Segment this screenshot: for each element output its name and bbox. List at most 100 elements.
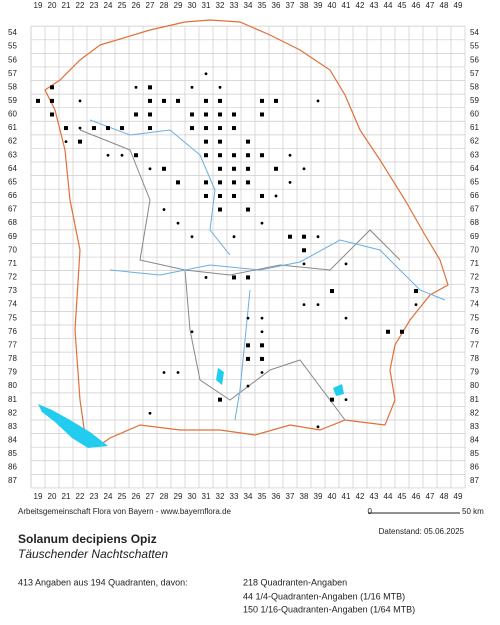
column-label: 42 xyxy=(356,1,365,10)
row-label: 80 xyxy=(8,381,17,390)
quadrant-record xyxy=(246,356,250,361)
subquadrant-record xyxy=(64,140,68,144)
row-label: 70 xyxy=(470,245,479,254)
subquadrant-record xyxy=(274,194,278,198)
quadrant-record xyxy=(204,112,208,117)
quadrant-record xyxy=(260,98,264,103)
column-label: 29 xyxy=(174,1,183,10)
column-label: 31 xyxy=(202,492,211,501)
row-label: 67 xyxy=(470,205,479,214)
row-label: 74 xyxy=(8,300,17,309)
row-label: 64 xyxy=(470,164,479,173)
row-label: 62 xyxy=(8,137,17,146)
quadrant-record xyxy=(232,180,236,185)
quadrant-record xyxy=(190,112,194,117)
subquadrant-record xyxy=(204,276,208,279)
column-label: 30 xyxy=(188,492,197,501)
footer: Arbeitsgemeinschaft Flora von Bayern - w… xyxy=(18,507,232,516)
row-label: 77 xyxy=(8,340,17,349)
row-label: 73 xyxy=(470,286,479,295)
column-label: 29 xyxy=(174,492,183,501)
row-label: 82 xyxy=(8,408,17,417)
subquadrant-record xyxy=(120,153,124,157)
row-label: 56 xyxy=(470,55,479,64)
quadrant-record xyxy=(50,98,54,103)
column-label: 48 xyxy=(440,1,449,10)
row-label: 57 xyxy=(470,69,479,78)
row-label: 69 xyxy=(8,232,17,241)
quadrant-record xyxy=(302,248,306,253)
subquadrant-record xyxy=(344,398,348,402)
column-label: 28 xyxy=(160,492,169,501)
subquadrant-record xyxy=(246,316,250,320)
column-label: 23 xyxy=(90,492,99,501)
row-label: 64 xyxy=(8,164,17,173)
row-label: 60 xyxy=(8,110,17,119)
row-label: 67 xyxy=(8,205,17,214)
column-label: 42 xyxy=(356,492,365,501)
column-label: 28 xyxy=(160,1,169,10)
row-label: 76 xyxy=(8,327,17,336)
subquadrant-record xyxy=(302,262,306,266)
column-label: 46 xyxy=(412,1,421,10)
quadrant-record xyxy=(78,139,82,144)
subquadrant-record xyxy=(162,208,166,211)
column-label: 45 xyxy=(398,492,407,501)
subquadrant-record xyxy=(316,425,320,429)
row-label: 72 xyxy=(8,273,17,282)
quadrant-record xyxy=(260,356,264,361)
subquadrant-record xyxy=(148,411,152,415)
quadrant-record xyxy=(148,112,152,117)
quadrant-record xyxy=(400,329,404,334)
row-label: 59 xyxy=(8,96,17,105)
column-label: 37 xyxy=(286,492,295,501)
row-label: 68 xyxy=(470,218,479,227)
column-label: 19 xyxy=(34,492,43,501)
quadrant-record xyxy=(176,98,180,103)
row-label: 56 xyxy=(8,55,17,64)
quadrant-record xyxy=(176,180,180,185)
row-label: 71 xyxy=(8,259,17,268)
quadrant-record xyxy=(218,180,222,185)
column-label: 36 xyxy=(272,492,281,501)
subquadrant-record xyxy=(78,126,82,130)
quadrant-record xyxy=(218,126,222,131)
column-label: 40 xyxy=(328,492,337,501)
column-label: 40 xyxy=(328,1,337,10)
column-label: 23 xyxy=(90,1,99,10)
quadrant-record xyxy=(260,193,264,198)
row-label: 85 xyxy=(470,449,479,458)
row-label: 60 xyxy=(470,110,479,119)
column-label: 39 xyxy=(314,492,323,501)
column-label: 33 xyxy=(230,492,239,501)
row-label: 59 xyxy=(470,96,479,105)
subquadrant-record xyxy=(316,99,320,103)
scale-end: 50 km xyxy=(462,507,484,516)
quadrant-record xyxy=(134,153,138,158)
row-label: 85 xyxy=(8,449,17,458)
subquadrant-record xyxy=(190,330,194,334)
subquadrant-record xyxy=(190,235,194,239)
summary: 413 Angaben aus 194 Quadranten, davon: xyxy=(18,577,188,587)
column-label: 44 xyxy=(384,1,393,10)
subquadrant-record xyxy=(344,316,348,320)
scale-start: 0 xyxy=(368,507,373,516)
column-label: 47 xyxy=(426,492,435,501)
subquadrant-record xyxy=(260,330,264,334)
title: Solanum decipiens Opiz xyxy=(18,532,157,546)
row-label: 71 xyxy=(470,259,479,268)
row-label: 63 xyxy=(8,150,17,159)
subquadrant-record xyxy=(148,167,152,171)
quadrant-record xyxy=(246,139,250,144)
quadrant-record xyxy=(302,234,306,239)
row-label: 86 xyxy=(470,463,479,472)
subquadrant-record xyxy=(288,180,292,184)
quadrant-record xyxy=(204,139,208,144)
row-label: 55 xyxy=(470,42,479,51)
row-label: 63 xyxy=(470,150,479,159)
quadrant-record xyxy=(218,207,222,212)
column-label: 36 xyxy=(272,1,281,10)
quadrant-record xyxy=(260,343,264,348)
row-label: 54 xyxy=(470,28,479,37)
